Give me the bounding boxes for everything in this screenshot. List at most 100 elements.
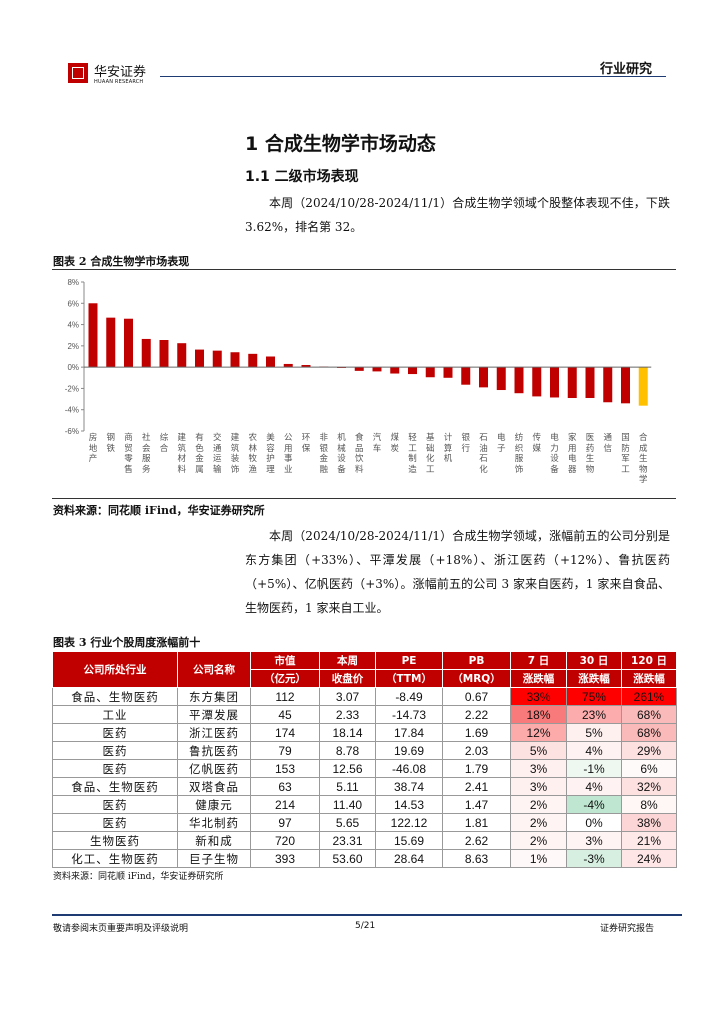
x-tick-label-char: 筑 [230,443,240,454]
x-tick-label: 社会服务 [141,433,151,475]
industry-cell: 化工、生物医药 [52,849,178,868]
x-tick-label: 机械设备 [337,433,347,475]
industry-cell: 食品、生物医药 [52,777,178,796]
table-row: 医药 健康元 214 11.40 14.53 1.47 2% -4% 8% [52,795,677,814]
change-120d-cell: 21% [621,831,677,850]
x-tick-label: 传媒 [532,433,542,454]
x-tick-label-char: 国 [621,433,630,443]
x-tick-label-char: 公 [283,433,293,443]
change-30d-cell: 23% [566,705,622,724]
change-30d-cell: 75% [566,687,622,706]
x-tick-label-char: 装 [230,454,240,464]
x-tick-label: 房地产 [88,433,98,465]
x-tick-label-char: 生 [638,454,648,464]
x-tick-label-char: 林 [248,443,257,454]
x-tick-label-char: 药 [585,443,595,454]
bar [408,367,417,375]
y-tick-label: 6% [67,299,79,308]
y-tick-label: 4% [67,321,79,330]
bar [212,350,222,368]
x-tick-label-char: 电 [496,433,506,443]
y-tick-label: 2% [67,342,79,351]
bar [301,365,311,368]
x-tick-label-char: 品 [354,443,364,454]
table-row: 工业 平潭发展 45 2.33 -14.73 2.22 18% 23% 68% [52,705,677,724]
bar [354,367,364,371]
change-120d-cell: 261% [621,687,677,706]
table-row: 食品、生物医药 东方集团 112 3.07 -8.49 0.67 33% 75% 261% [52,687,677,706]
pb-cell: 2.03 [442,741,511,760]
x-tick-label: 综合 [159,433,169,454]
x-tick-label-char: 工 [425,464,435,475]
x-tick-label-char: 基 [425,433,435,443]
x-tick-label-char: 属 [195,464,204,475]
x-tick-label-char: 用 [567,443,577,454]
x-tick-label-char: 输 [212,464,222,475]
column-header: 公司所处行业 [52,651,178,688]
company-cell: 华北制药 [177,813,251,832]
x-tick-label: 建筑装饰 [230,433,240,475]
x-tick-label-char: 运 [212,454,222,464]
x-tick-label-char: 备 [337,464,346,475]
company-cell: 亿帆医药 [177,759,251,778]
bar [567,367,577,399]
x-tick-label-char: 炭 [390,443,399,454]
market-cap-cell: 393 [250,849,320,868]
table3-source: 资料来源：同花顺 iFind，华安证券研究所 [53,872,224,882]
bar [585,367,595,399]
x-tick-label-char: 通 [212,443,222,454]
close-price-cell: 18.14 [319,723,376,742]
footer-disclaimer: 敬请参阅末页重要声明及评级说明 [53,924,189,934]
x-tick-label-char: 电 [567,454,577,464]
pb-cell: 1.69 [442,723,511,742]
header-divider [160,76,666,77]
change-7d-cell: 12% [510,723,567,742]
x-tick-label-char: 饮 [354,454,364,464]
x-tick-label-char: 饰 [514,464,524,475]
industry-cell: 医药 [52,741,178,760]
column-header-sub: 涨跌幅 [566,669,622,688]
x-tick-label-char: 造 [408,464,417,475]
x-tick-label: 合成生物学 [638,433,648,486]
column-header: 30 日 [566,651,622,670]
x-tick-label: 石油石化 [479,433,489,475]
page-number: 5/21 [355,921,376,931]
column-header: 市值 [250,651,320,670]
x-tick-label-char: 学 [638,475,648,485]
x-tick-label-char: 物 [585,464,595,475]
column-header-sub: （亿元） [250,669,320,688]
x-tick-label-char: 备 [550,464,559,475]
section-heading: 1 合成生物学市场动态 [245,133,436,155]
close-price-cell: 2.33 [319,705,376,724]
x-tick-label-char: 金 [195,454,204,464]
x-tick-label-char: 事 [283,454,293,464]
x-tick-label-char: 饰 [230,464,240,475]
x-tick-label-char: 制 [408,454,417,464]
pe-cell: -8.49 [375,687,443,706]
column-header: 公司名称 [177,651,251,688]
bar [532,367,542,397]
x-tick-label-char: 子 [496,443,506,454]
x-tick-label-char: 筑 [177,443,186,454]
column-header-sub: 涨跌幅 [621,669,677,688]
x-tick-label-char: 美 [266,433,275,443]
bar [550,367,559,398]
change-30d-cell: -4% [566,795,622,814]
x-tick-label-char: 贸 [124,443,133,454]
x-tick-label-char: 机 [337,433,346,443]
column-header-sub: 涨跌幅 [510,669,567,688]
pb-cell: 0.67 [442,687,511,706]
x-tick-label-char: 服 [141,454,151,464]
x-tick-label-char: 保 [301,443,311,454]
x-tick-label: 计算机 [443,433,453,465]
industry-cell: 医药 [52,813,178,832]
pe-cell: 122.12 [375,813,443,832]
table-row: 生物医药 新和成 720 23.31 15.69 2.62 2% 3% 21% [52,831,677,850]
change-7d-cell: 2% [510,795,567,814]
logo-text: 华安证券 [94,65,147,80]
x-tick-label-char: 社 [141,433,151,443]
x-tick-label-char: 理 [266,464,275,475]
industry-cell: 医药 [52,795,178,814]
x-tick-label-char: 金 [319,454,328,464]
change-120d-cell: 6% [621,759,677,778]
